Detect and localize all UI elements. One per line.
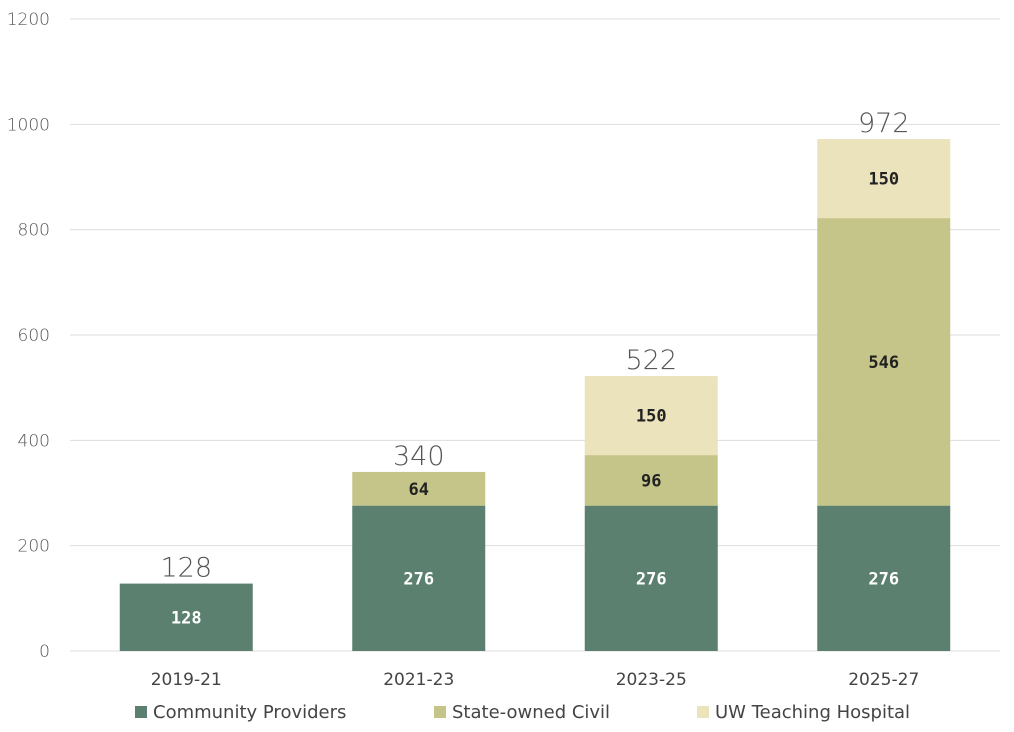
bar-2021-23-series-1	[352, 471, 486, 506]
data-label-2019-21-series-0: 128	[171, 608, 202, 628]
total-label-2023-25: 522	[625, 345, 677, 376]
data-label-2025-27-series-2: 150	[868, 170, 899, 190]
x-axis-ticks: 2019-21 2021-23 2023-25 2025-27	[151, 670, 920, 690]
bar-2021-23-series-0	[352, 505, 486, 651]
legend-label-0: Community Providers	[153, 702, 346, 723]
total-label-2025-27: 972	[858, 108, 910, 139]
y-tick-label-0: 0	[39, 642, 50, 662]
bar-2025-27-series-0	[817, 505, 951, 651]
legend-swatch-2	[697, 706, 709, 718]
total-label-2021-23: 340	[393, 441, 445, 472]
y-axis-ticks: 0 200 400 600 800 1000 1200	[7, 10, 50, 662]
x-tick-label-2019-21: 2019-21	[151, 670, 222, 690]
x-tick-label-2021-23: 2021-23	[383, 670, 454, 690]
data-label-2023-25-series-2: 150	[636, 407, 667, 427]
legend: Community Providers State-owned Civil UW T…	[135, 702, 910, 723]
x-tick-label-2023-25: 2023-25	[616, 670, 687, 690]
bar-2019-21-series-0	[119, 583, 253, 651]
y-tick-label-200: 200	[18, 537, 50, 557]
x-tick-label-2025-27: 2025-27	[848, 670, 919, 690]
data-label-2023-25-series-0: 276	[636, 569, 667, 589]
y-tick-label-600: 600	[18, 326, 50, 346]
data-label-2023-25-series-1: 96	[641, 471, 661, 491]
bar-2025-27-series-1	[817, 218, 951, 506]
data-label-2021-23-series-0: 276	[403, 569, 434, 589]
y-tick-label-800: 800	[18, 221, 50, 241]
gridlines	[70, 18, 1000, 652]
data-label-2025-27-series-0: 276	[868, 569, 899, 589]
legend-swatch-0	[135, 706, 147, 718]
bar-2023-25-series-2	[584, 376, 718, 456]
y-tick-label-400: 400	[18, 431, 50, 451]
total-label-2019-21: 128	[160, 553, 212, 584]
bars: 128 128 276 64 340 276 96 150 522 276 546 150 972	[119, 108, 951, 651]
legend-swatch-1	[434, 706, 446, 718]
bar-2023-25-series-1	[584, 455, 718, 506]
data-label-2021-23-series-1: 64	[409, 480, 429, 500]
y-tick-label-1200: 1200	[7, 10, 50, 30]
legend-label-1: State-owned Civil	[452, 702, 610, 723]
bar-2025-27-series-2	[817, 139, 951, 219]
y-tick-label-1000: 1000	[7, 115, 50, 135]
bar-2023-25-series-0	[584, 505, 718, 651]
data-label-2025-27-series-1: 546	[868, 353, 899, 373]
legend-label-2: UW Teaching Hospital	[715, 702, 910, 723]
